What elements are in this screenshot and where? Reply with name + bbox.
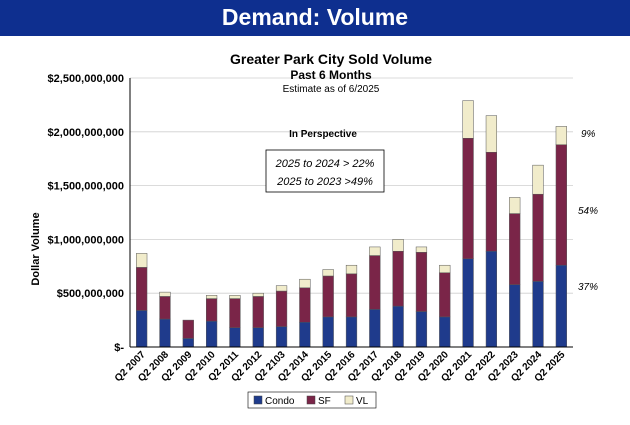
bar-segment-sf [415,252,428,312]
bar-segment-vl [439,264,451,274]
bar-segment-condo [182,338,194,348]
bar-segment-condo [322,316,334,348]
legend-swatch-vl [344,395,354,405]
y-tick-label: $500,000,000 [57,288,124,300]
bar-segment-sf [299,287,311,323]
bar-segment-sf [462,138,474,260]
bar-segment-condo [415,311,428,348]
bar-segment-condo [229,327,241,348]
bar-segment-vl [369,246,381,256]
bar-segment-sf [322,275,334,318]
legend-label-vl: VL [356,396,369,407]
y-tick-label: $2,000,000,000 [48,127,124,139]
bar-segment-sf [159,296,171,320]
bar-segment-condo [509,284,521,348]
volume-chart: $- $500,000,000 $1,000,000,000 $1,500,000,0… [30,51,598,409]
bar-segment-sf [345,273,358,318]
bar-segment-condo [275,326,288,348]
legend-label-sf: SF [318,396,331,407]
bar-segment-sf [275,290,288,327]
bar-segment-condo [462,258,474,348]
y-tick-label: $2,500,000,000 [48,73,124,85]
bar-segment-condo [532,281,544,348]
bar-segment-sf [509,213,521,285]
bar-segment-vl [392,239,404,252]
bar-segment-vl [555,126,567,145]
legend-label-condo: Condo [265,396,295,407]
perspective-box [265,149,385,193]
slide-title: Demand: Volume [221,4,409,30]
chart-title: Greater Park City Sold Volume [230,51,432,67]
bar-segment-vl [509,197,521,214]
y-tick-label: $- [114,342,124,354]
bar-segment-sf [369,255,381,310]
bar-segment-sf [485,151,498,252]
bar-segment-vl [299,278,311,289]
bar-segment-vl [462,100,474,139]
perspective-title: In Perspective [289,129,357,140]
bar-segment-vl [345,264,358,275]
bar-segment-sf [392,250,404,307]
chart-note: Estimate as of 6/2025 [283,84,380,95]
bar-segment-condo [369,309,381,348]
share-label-condo: 37% [578,282,598,293]
bar-segment-vl [159,291,171,297]
bar-segment-sf [555,144,567,266]
legend-swatch-sf [306,395,316,405]
legend-swatch-condo [253,395,263,405]
chart-area: $- $500,000,000 $1,000,000,000 $1,500,000,0… [0,36,630,420]
bar-segment-condo [252,327,264,348]
share-label-sf: 54% [578,206,598,217]
bar-segment-sf [532,193,544,282]
bar-segment-sf [205,298,218,322]
bar-segment-condo [392,305,404,348]
bar-segment-vl [275,285,288,292]
perspective-line-1: 2025 to 2024 > 22% [275,158,375,170]
bar-segment-vl [485,115,498,153]
bar-segment-condo [439,316,451,348]
bar-segment-condo [159,318,171,348]
y-tick-label: $1,000,000,000 [48,234,124,246]
bar-segment-condo [136,310,148,348]
y-tick-label: $1,500,000,000 [48,181,124,193]
bar-segment-condo [555,264,567,348]
bar-segment-vl [229,295,241,299]
bar-segment-vl [532,164,544,195]
chart-subtitle: Past 6 Months [290,68,372,82]
title-banner [0,0,630,36]
y-axis-label: Dollar Volume [30,212,42,285]
bar-segment-condo [299,322,311,348]
bar-segment-vl [415,246,428,253]
bar-segment-sf [229,298,241,328]
perspective-line-2: 2025 to 2023 >49% [276,176,373,188]
share-label-vl: 9% [581,129,596,140]
legend: Condo SF VL [247,391,377,409]
bar-segment-condo [205,320,218,348]
bar-segment-sf [136,267,148,311]
bar-segment-vl [136,253,148,268]
bar-segment-sf [182,319,194,339]
bar-segment-condo [345,316,358,348]
bar-segment-vl [252,292,264,297]
bar-segment-sf [252,296,264,328]
bar-segment-condo [485,250,498,348]
bar-segment-vl [322,269,334,277]
bar-segment-sf [439,272,451,318]
bar-segment-vl [205,295,218,299]
